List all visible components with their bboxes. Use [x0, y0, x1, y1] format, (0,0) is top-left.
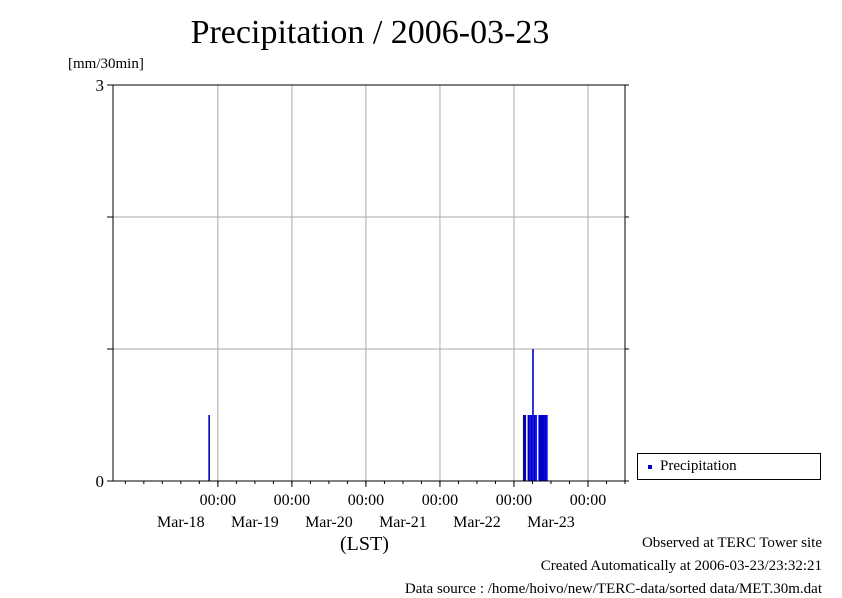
x-axis-label: (LST) [340, 533, 389, 555]
x-tick-date: Mar-20 [305, 514, 353, 531]
footer-source: Data source : /home/hoivo/new/TERC-data/… [404, 581, 822, 597]
precip-bar [530, 415, 533, 481]
y-tick-label: 0 [96, 472, 105, 491]
precip-bar [524, 415, 527, 481]
x-tick-time: 00:00 [274, 492, 310, 509]
tick-labels: 00:00 Mar-18 00:00 Mar-19 00:00 Mar-20 00:00 Ma… [96, 76, 607, 531]
legend-label: Precipitation [660, 458, 737, 474]
legend-swatch [648, 465, 652, 469]
footer-created: Created Automatically at 2006-03-23/23:3… [540, 558, 822, 574]
precip-bar [208, 415, 210, 481]
x-tick-time: 00:00 [422, 492, 458, 509]
x-tick-date: Mar-19 [231, 514, 279, 531]
precip-bar [546, 415, 548, 481]
x-tick-time: 00:00 [348, 492, 384, 509]
axes [107, 84, 629, 487]
precip-bar [527, 415, 530, 481]
x-tick-time: 00:00 [496, 492, 532, 509]
x-tick-date: Mar-22 [453, 514, 501, 531]
grid-lines [113, 85, 625, 481]
precip-bar [544, 415, 547, 481]
precip-bar [522, 415, 525, 481]
precip-bar [535, 415, 537, 481]
precip-bar [541, 415, 544, 481]
precip-bar [539, 415, 542, 481]
precip-bar [533, 415, 536, 481]
chart-title: Precipitation / 2006-03-23 [190, 14, 550, 51]
plot-frame [112, 84, 626, 482]
precip-bar [542, 415, 545, 481]
legend: Precipitation [637, 453, 821, 480]
y-tick-label: 3 [96, 76, 105, 95]
x-tick-date: Mar-18 [157, 514, 205, 531]
x-tick-time: 00:00 [200, 492, 236, 509]
precip-bar [532, 349, 534, 481]
x-tick-date: Mar-23 [527, 514, 575, 531]
footer-observed: Observed at TERC Tower site [641, 535, 822, 551]
x-tick-date: Mar-21 [379, 514, 427, 531]
bar-series [208, 349, 548, 481]
x-tick-time: 00:00 [570, 492, 606, 509]
precip-bar [529, 415, 531, 481]
y-axis-label: [mm/30min] [68, 56, 144, 72]
precip-bar [538, 415, 540, 481]
